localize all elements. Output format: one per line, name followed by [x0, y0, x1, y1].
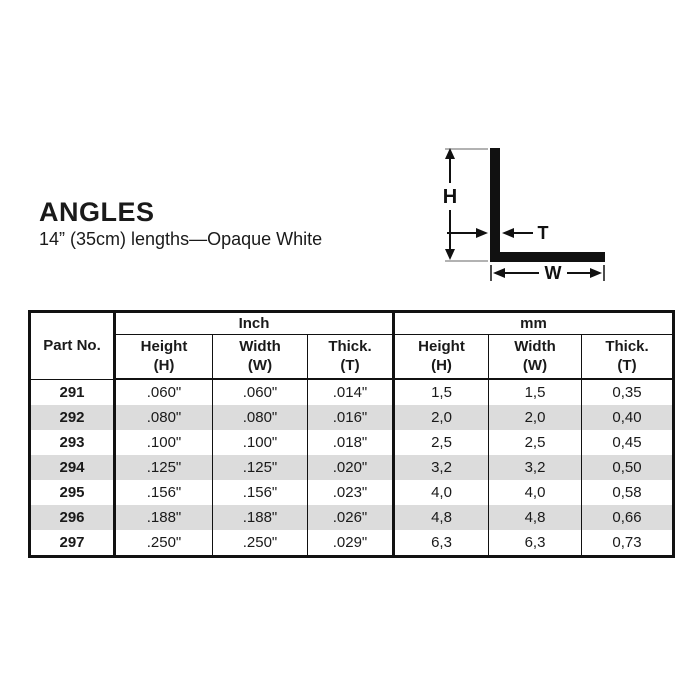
inch-width-cell: .188"	[212, 505, 308, 530]
width-dimension-arrow	[490, 265, 605, 281]
inch-width-cell: .080"	[212, 405, 308, 430]
thickness-label: T	[538, 223, 549, 243]
inch-height-cell: .156"	[113, 480, 213, 505]
subheader-text: Thick.	[605, 337, 649, 355]
inch-thick-cell: .016"	[307, 405, 394, 430]
column-header-mm-width: Width (W)	[488, 334, 582, 380]
page-title: ANGLES	[39, 197, 155, 227]
inch-thick-cell: .029"	[307, 530, 394, 557]
mm-width-cell: 1,5	[488, 379, 582, 405]
mm-width-cell: 3,2	[488, 455, 582, 480]
angle-horizontal-leg	[490, 252, 605, 262]
table-row: 297 .250" .250" .029" 6,3 6,3 0,73	[29, 530, 674, 557]
inch-thick-cell: .020"	[307, 455, 394, 480]
angle-cross-section-diagram: H T W	[443, 148, 605, 283]
page-subtitle: 14” (35cm) lengths—Opaque White	[39, 229, 323, 249]
spec-table: Part No. Inch mm Height (H) Width (W) Th…	[28, 310, 676, 558]
table-row: 292 .080" .080" .016" 2,0 2,0 0,40	[29, 405, 674, 430]
inch-width-cell: .060"	[212, 379, 308, 405]
mm-thick-cell: 0,58	[580, 480, 674, 505]
angle-vertical-leg	[490, 148, 500, 262]
inch-thick-cell: .014"	[307, 379, 394, 405]
subheader-symbol: (T)	[340, 356, 360, 374]
mm-width-cell: 2,5	[488, 430, 582, 455]
inch-thick-cell: .026"	[307, 505, 394, 530]
subheader-text: Height	[418, 337, 465, 355]
part-no-cell: 297	[29, 530, 115, 557]
mm-width-cell: 4,0	[488, 480, 582, 505]
mm-height-cell: 4,0	[392, 480, 489, 505]
mm-thick-cell: 0,73	[580, 530, 674, 557]
mm-height-cell: 4,8	[392, 505, 489, 530]
subheader-text: Width	[514, 337, 556, 355]
part-no-cell: 296	[29, 505, 115, 530]
mm-width-cell: 4,8	[488, 505, 582, 530]
mm-height-cell: 2,0	[392, 405, 489, 430]
mm-thick-cell: 0,50	[580, 455, 674, 480]
table-row: 296 .188" .188" .026" 4,8 4,8 0,66	[29, 505, 674, 530]
column-header-mm-height: Height (H)	[392, 334, 489, 380]
subheader-symbol: (H)	[153, 356, 175, 374]
subheader-text: Width	[239, 337, 281, 355]
part-no-cell: 295	[29, 480, 115, 505]
part-no-cell: 292	[29, 405, 115, 430]
inch-height-cell: .060"	[113, 379, 213, 405]
column-header-part-no: Part No.	[29, 311, 115, 380]
subheader-symbol: (W)	[522, 356, 548, 374]
part-no-cell: 293	[29, 430, 115, 455]
mm-thick-cell: 0,40	[580, 405, 674, 430]
table-subheader-row: Height (H) Width (W) Thick. (T) Height (…	[30, 334, 674, 380]
inch-height-cell: .250"	[113, 530, 213, 557]
subheader-symbol: (H)	[431, 356, 452, 374]
mm-height-cell: 3,2	[392, 455, 489, 480]
inch-height-cell: .188"	[113, 505, 213, 530]
column-header-inch-width: Width (W)	[212, 334, 308, 380]
part-no-cell: 291	[29, 379, 115, 405]
table-row: 294 .125" .125" .020" 3,2 3,2 0,50	[29, 455, 674, 480]
inch-width-cell: .156"	[212, 480, 308, 505]
inch-width-cell: .100"	[212, 430, 308, 455]
mm-width-cell: 2,0	[488, 405, 582, 430]
subheader-text: Height	[140, 337, 188, 355]
column-header-mm-thick: Thick. (T)	[580, 334, 674, 380]
table-group-header-row: Part No. Inch mm	[29, 311, 674, 380]
inch-height-cell: .125"	[113, 455, 213, 480]
part-no-cell: 294	[29, 455, 115, 480]
mm-height-cell: 1,5	[392, 379, 489, 405]
mm-width-cell: 6,3	[488, 530, 582, 557]
mm-thick-cell: 0,66	[580, 505, 674, 530]
inch-width-cell: .250"	[212, 530, 308, 557]
inch-height-cell: .100"	[113, 430, 213, 455]
mm-thick-cell: 0,35	[580, 379, 674, 405]
table-row: 295 .156" .156" .023" 4,0 4,0 0,58	[29, 480, 674, 505]
mm-thick-cell: 0,45	[580, 430, 674, 455]
width-label: W	[545, 263, 562, 283]
mm-height-cell: 6,3	[392, 530, 489, 557]
subheader-text: Thick.	[328, 337, 372, 355]
column-header-inch-thick: Thick. (T)	[307, 334, 394, 380]
table-row: 293 .100" .100" .018" 2,5 2,5 0,45	[29, 430, 674, 455]
subheader-symbol: (T)	[617, 356, 637, 374]
thickness-dimension-arrow	[447, 228, 533, 238]
height-label: H	[443, 186, 457, 208]
column-header-inch-height: Height (H)	[113, 334, 213, 380]
subheader-symbol: (W)	[247, 356, 273, 374]
column-group-inch: Inch	[113, 311, 394, 335]
table-row: 291 .060" .060" .014" 1,5 1,5 0,35	[29, 379, 674, 405]
mm-height-cell: 2,5	[392, 430, 489, 455]
inch-height-cell: .080"	[113, 405, 213, 430]
inch-width-cell: .125"	[212, 455, 308, 480]
column-group-mm: mm	[391, 311, 674, 335]
inch-thick-cell: .023"	[307, 480, 394, 505]
inch-thick-cell: .018"	[307, 430, 394, 455]
height-dimension-arrow	[445, 148, 455, 260]
